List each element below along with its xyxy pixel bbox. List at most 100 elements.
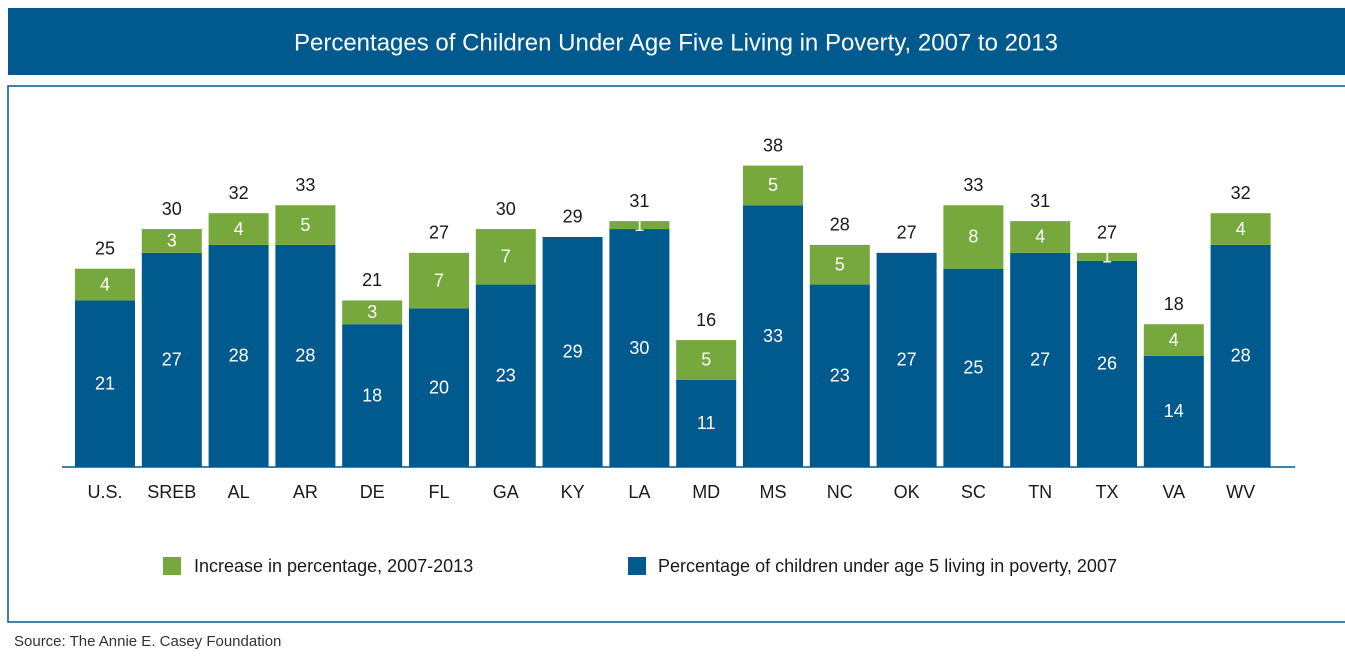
total-label: 33 <box>295 175 315 195</box>
segment-label: 7 <box>434 270 444 290</box>
segment-label: 27 <box>162 350 182 370</box>
bar-segment <box>141 252 202 467</box>
segment-label: 28 <box>229 346 249 366</box>
bar-segment <box>1010 221 1071 253</box>
segment-label: 5 <box>300 215 310 235</box>
total-label: 31 <box>1030 191 1050 211</box>
segment-label: 14 <box>1164 401 1184 421</box>
x-tick-label: LA <box>628 482 650 502</box>
segment-label: 1 <box>1102 247 1112 267</box>
segment-label: 23 <box>830 366 850 386</box>
segment-label: 21 <box>95 373 115 393</box>
segment-label: 27 <box>1030 350 1050 370</box>
segment-label: 28 <box>295 346 315 366</box>
segment-label: 26 <box>1097 354 1117 374</box>
segment-label: 4 <box>100 274 110 294</box>
segment-label: 28 <box>1231 346 1251 366</box>
total-label: 33 <box>963 175 983 195</box>
bar-segment <box>475 284 536 467</box>
total-label: 30 <box>162 199 182 219</box>
bar-segment <box>208 213 269 245</box>
bar-segment <box>342 300 403 325</box>
bar-segment <box>609 221 670 230</box>
x-tick-label: OK <box>894 482 920 502</box>
segment-label: 4 <box>1169 330 1179 350</box>
segment-label: 1 <box>634 215 644 235</box>
total-label: 32 <box>1231 183 1251 203</box>
bar-segment <box>275 244 336 467</box>
segment-label: 3 <box>167 231 177 251</box>
bar-segment <box>809 284 870 467</box>
bar-segment <box>743 205 803 467</box>
total-label: 16 <box>696 310 716 330</box>
bar-segment <box>609 229 670 467</box>
x-tick-label: U.S. <box>87 482 122 502</box>
bar-segment <box>75 300 135 467</box>
x-tick-label: WV <box>1226 482 1255 502</box>
segment-label: 11 <box>697 413 716 433</box>
bar-segment <box>409 308 469 467</box>
segment-label: 4 <box>234 219 244 239</box>
segment-label: 8 <box>968 227 978 247</box>
header-band <box>8 8 1345 75</box>
total-label: 32 <box>229 183 249 203</box>
x-tick-label: TN <box>1028 482 1052 502</box>
x-tick-label: KY <box>561 482 585 502</box>
legend-label: Increase in percentage, 2007-2013 <box>194 556 473 576</box>
bar-segment <box>1143 324 1204 356</box>
segment-label: 5 <box>835 254 845 274</box>
bar-segment <box>409 252 469 309</box>
legend-label: Percentage of children under age 5 livin… <box>658 556 1117 576</box>
segment-label: 20 <box>429 377 449 397</box>
total-label: 31 <box>629 191 649 211</box>
bar-segment <box>475 229 536 285</box>
x-tick-label: AR <box>293 482 318 502</box>
x-tick-label: VA <box>1162 482 1185 502</box>
x-tick-label: MD <box>692 482 720 502</box>
frame <box>7 85 1345 623</box>
segment-label: 4 <box>1236 219 1246 239</box>
total-label: 27 <box>897 223 917 243</box>
total-label: 38 <box>763 135 783 155</box>
segment-label: 25 <box>963 358 983 378</box>
chart-title: Percentages of Children Under Age Five L… <box>294 29 1058 56</box>
total-label: 27 <box>1097 223 1117 243</box>
bar-segment <box>809 244 870 285</box>
total-label: 28 <box>830 215 850 235</box>
bar-segment <box>1077 260 1137 467</box>
x-tick-label: TX <box>1095 482 1118 502</box>
bar-segment <box>275 205 336 245</box>
segment-label: 7 <box>501 247 511 267</box>
bar-segment <box>141 229 202 253</box>
bar-segment <box>676 340 737 380</box>
segment-label: 29 <box>563 342 583 362</box>
segment-label: 23 <box>496 366 516 386</box>
total-label: 25 <box>95 238 115 258</box>
segment-label: 18 <box>362 385 382 405</box>
bar-segment <box>342 324 403 467</box>
source: Source: The Annie E. Casey Foundation <box>14 633 281 650</box>
total-label: 18 <box>1164 294 1184 314</box>
bar-segment <box>75 268 135 301</box>
total-label: 27 <box>429 223 449 243</box>
x-tick-label: NC <box>827 482 853 502</box>
legend-swatch <box>163 557 181 575</box>
segment-label: 5 <box>701 350 711 370</box>
total-label: 29 <box>563 207 583 227</box>
total-label: 30 <box>496 199 516 219</box>
bar-segment <box>943 205 1004 269</box>
bar-segment <box>743 165 803 206</box>
bar-segment <box>1010 252 1071 467</box>
bar-segment <box>542 236 603 467</box>
bar-segment <box>876 252 937 467</box>
x-tick-label: SC <box>961 482 986 502</box>
bar-segment <box>1210 213 1271 245</box>
bar-segment <box>208 244 269 467</box>
x-tick-label: MS <box>760 482 787 502</box>
bar-segment <box>1210 244 1271 467</box>
segment-label: 4 <box>1035 227 1045 247</box>
legend-swatch <box>628 557 646 575</box>
segment-label: 30 <box>629 338 649 358</box>
x-tick-label: AL <box>228 482 250 502</box>
